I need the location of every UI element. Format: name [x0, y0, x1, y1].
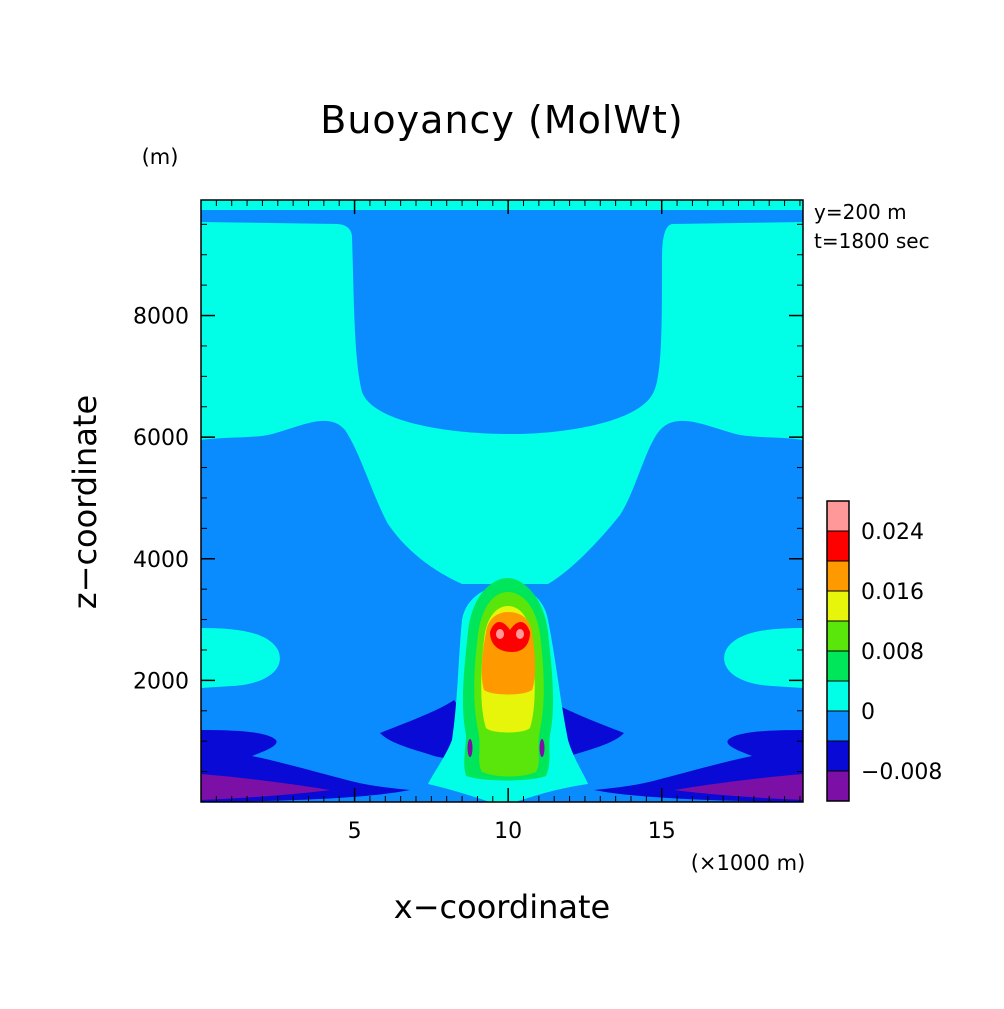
plot-frame — [200, 199, 804, 803]
colorbar-tick-label: 0.016 — [861, 580, 924, 605]
contour-field — [201, 200, 803, 802]
colorbar-swatch — [826, 590, 850, 622]
colorbar-tick-label: 0.024 — [861, 520, 924, 545]
colorbar: −0.008 0 0.008 0.016 0.024 — [826, 500, 942, 802]
colorbar-swatch — [826, 710, 850, 742]
x-axis-ticks: 5 10 15 — [348, 200, 676, 844]
contour-region-left-downdraft-wing — [380, 700, 466, 759]
contour-region-right-pool — [674, 774, 803, 800]
contour-region-core-orange — [481, 612, 535, 695]
y-tick-label: 2000 — [133, 669, 189, 694]
y-axis-label: z−coordinate — [66, 395, 104, 609]
y-tick-label: 4000 — [133, 548, 189, 573]
colorbar-tick-label: 0.008 — [861, 640, 924, 665]
contour-region-upper-funnel — [201, 222, 803, 584]
x-tick-label: 5 — [348, 819, 362, 844]
colorbar-swatch — [826, 560, 850, 592]
y-tick-label: 6000 — [133, 426, 189, 451]
contour-region-left-pool — [201, 774, 330, 800]
annotation-time: t=1800 sec — [814, 229, 930, 253]
colorbar-swatch — [826, 770, 850, 802]
x-axis-unit: (×1000 m) — [691, 851, 806, 875]
y-axis-ticks: 2000 4000 6000 8000 — [133, 305, 803, 694]
colorbar-swatch — [826, 740, 850, 772]
contour-region-core-max-highlight-left — [496, 629, 504, 639]
y-axis-unit: (m) — [142, 145, 179, 169]
chart-title: Buoyancy (MolWt) — [320, 98, 683, 142]
x-tick-label: 10 — [494, 819, 522, 844]
x-tick-label: 15 — [648, 819, 676, 844]
colorbar-tick-label: 0 — [861, 700, 875, 725]
contour-region-top-band — [201, 200, 803, 210]
contour-region-core-max-highlight-right — [516, 629, 524, 639]
y-tick-label: 8000 — [133, 305, 189, 330]
x-axis-label: x−coordinate — [394, 888, 610, 926]
colorbar-frame — [826, 500, 850, 802]
contour-region-right-lobe — [724, 628, 803, 688]
colorbar-swatch — [826, 620, 850, 652]
contour-region-right-min-spot — [539, 739, 545, 757]
colorbar-swatch — [826, 500, 850, 532]
colorbar-swatch — [826, 530, 850, 562]
colorbar-tick-label: −0.008 — [861, 760, 942, 785]
colorbar-swatch — [826, 650, 850, 682]
contour-region-left-min-spot — [467, 739, 473, 757]
contour-region-left-lobe — [201, 628, 280, 688]
colorbar-swatch — [826, 680, 850, 712]
annotation-y-location: y=200 m — [814, 200, 907, 224]
